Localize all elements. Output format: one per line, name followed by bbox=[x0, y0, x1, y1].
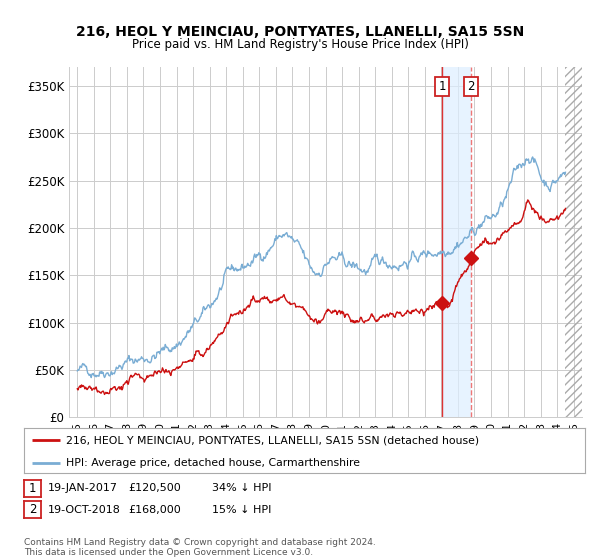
Bar bbox=[442, 67, 471, 417]
Text: Contains HM Land Registry data © Crown copyright and database right 2024.
This d: Contains HM Land Registry data © Crown c… bbox=[24, 538, 376, 557]
Text: 19-JAN-2017: 19-JAN-2017 bbox=[48, 483, 118, 493]
Text: £120,500: £120,500 bbox=[128, 483, 181, 493]
Text: 15% ↓ HPI: 15% ↓ HPI bbox=[212, 505, 271, 515]
Text: £168,000: £168,000 bbox=[128, 505, 181, 515]
Bar bbox=[565, 67, 582, 417]
Text: 19-OCT-2018: 19-OCT-2018 bbox=[48, 505, 121, 515]
Text: 2: 2 bbox=[467, 80, 475, 93]
Text: HPI: Average price, detached house, Carmarthenshire: HPI: Average price, detached house, Carm… bbox=[66, 458, 360, 468]
Text: 34% ↓ HPI: 34% ↓ HPI bbox=[212, 483, 271, 493]
Text: 216, HEOL Y MEINCIAU, PONTYATES, LLANELLI, SA15 5SN (detached house): 216, HEOL Y MEINCIAU, PONTYATES, LLANELL… bbox=[66, 436, 479, 446]
Text: 216, HEOL Y MEINCIAU, PONTYATES, LLANELLI, SA15 5SN: 216, HEOL Y MEINCIAU, PONTYATES, LLANELL… bbox=[76, 25, 524, 39]
Text: Price paid vs. HM Land Registry's House Price Index (HPI): Price paid vs. HM Land Registry's House … bbox=[131, 38, 469, 51]
Bar bbox=[565, 67, 582, 417]
Text: 1: 1 bbox=[29, 482, 36, 495]
Text: 2: 2 bbox=[29, 503, 36, 516]
Text: 1: 1 bbox=[439, 80, 446, 93]
